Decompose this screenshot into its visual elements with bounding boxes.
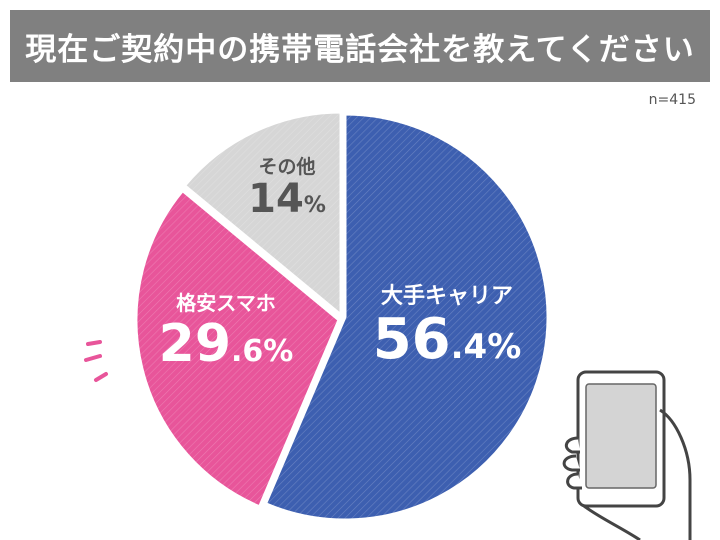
chart-title: 現在ご契約中の携帯電話会社を教えてください (25, 31, 695, 68)
title-bar: 現在ご契約中の携帯電話会社を教えてください (10, 10, 710, 82)
slice-percent-label: 14% (248, 176, 326, 222)
slice-percent-label: 56.4% (373, 307, 522, 372)
sample-size: n=415 (648, 92, 696, 108)
slice-percent-label: 29.6% (159, 314, 294, 374)
pie-slice-texture (136, 190, 339, 507)
slice-label: 格安スマホ (176, 291, 275, 315)
pie-slice-texture (184, 112, 341, 315)
pie-slice-texture (265, 114, 548, 520)
accent-dashes-icon (84, 340, 108, 382)
slice-label: その他 (258, 155, 315, 178)
pie-slices (134, 110, 550, 522)
slice-label: 大手キャリア (381, 284, 513, 309)
smartphone-in-hand-icon (562, 370, 692, 540)
